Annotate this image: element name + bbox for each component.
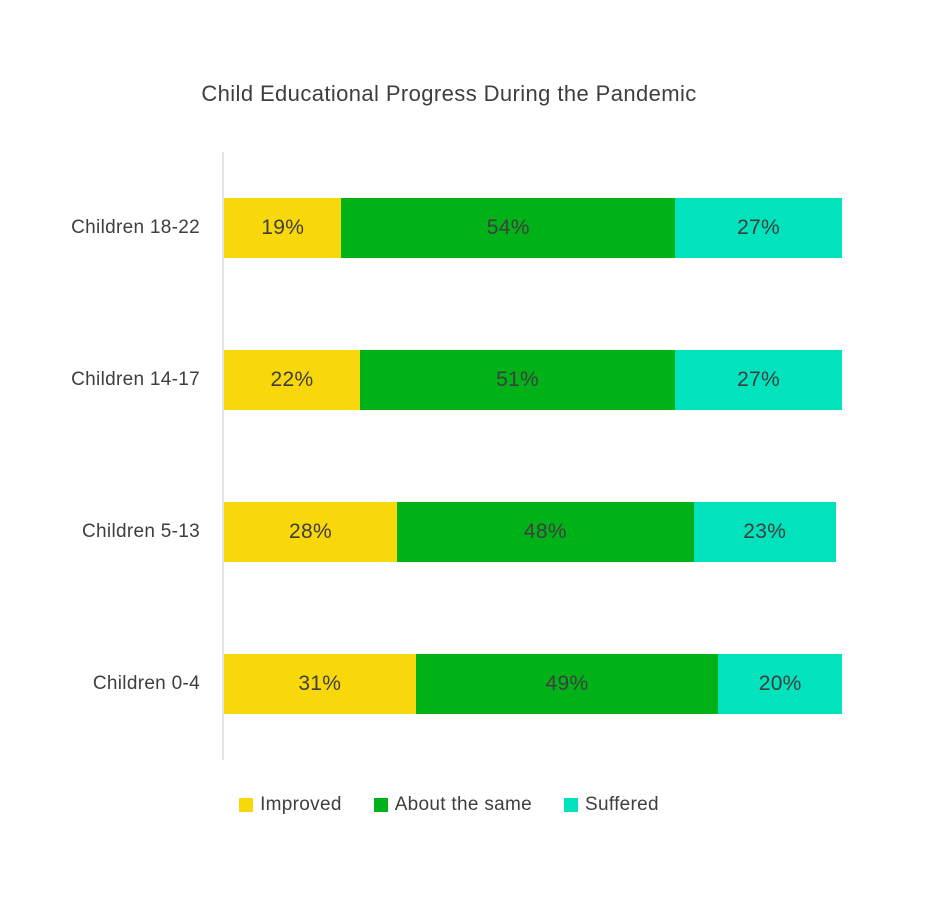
segment-value: 20% — [758, 672, 802, 695]
category-label: Children 5-13 — [82, 521, 200, 542]
bar-segment-improved: 22% — [224, 350, 360, 410]
category-label: Children 18-22 — [71, 217, 200, 238]
bar-row: Children 0-4 31% 49% 20% — [93, 608, 842, 760]
bar-segment-suffered: 20% — [718, 654, 842, 714]
bar-segment-about-the-same: 48% — [397, 502, 694, 562]
bar-row: Children 5-13 28% 48% 23% — [82, 456, 842, 608]
legend-item-suffered: Suffered — [564, 794, 659, 816]
legend-swatch-icon — [373, 798, 388, 812]
plot-area: Children 18-22 19% 54% 27% Children 14-17 22%… — [71, 152, 842, 760]
segment-value: 51% — [496, 368, 539, 391]
legend-label: Improved — [260, 794, 342, 815]
legend-label: Suffered — [585, 794, 659, 815]
segment-value: 49% — [545, 672, 589, 695]
stacked-bar: 31% 49% 20% — [224, 654, 842, 714]
segment-value: 23% — [743, 520, 787, 543]
segment-value: 31% — [298, 672, 342, 695]
bar-segment-about-the-same: 54% — [341, 198, 676, 258]
category-label: Children 0-4 — [92, 673, 200, 694]
stacked-bar: 19% 54% 27% — [224, 198, 842, 258]
legend-label: About the same — [394, 794, 532, 815]
bar-row: Children 14-17 22% 51% 27% — [71, 304, 842, 456]
segment-value: 27% — [737, 216, 781, 239]
chart-title: Child Educational Progress During the Pa… — [201, 81, 697, 106]
bar-segment-suffered: 27% — [675, 198, 842, 258]
bar-segment-suffered: 23% — [693, 502, 836, 562]
stacked-bar: 28% 48% 23% — [224, 502, 842, 562]
bar-segment-suffered: 27% — [675, 350, 842, 410]
legend-item-about-the-same: About the same — [373, 794, 532, 816]
legend-swatch-icon — [564, 798, 578, 812]
bar-segment-improved: 28% — [224, 502, 398, 562]
legend-swatch-icon — [239, 798, 254, 812]
segment-value: 54% — [486, 216, 530, 239]
bar-segment-about-the-same: 49% — [415, 654, 719, 714]
segment-value: 19% — [261, 216, 305, 239]
stacked-bar: 22% 51% 27% — [224, 350, 842, 410]
bar-segment-improved: 19% — [224, 198, 342, 258]
legend: Improved About the same Suffered — [57, 794, 841, 816]
legend-item-improved: Improved — [239, 794, 342, 816]
bar-segment-improved: 31% — [224, 654, 416, 714]
segment-value: 48% — [523, 520, 567, 543]
bar-row: Children 18-22 19% 54% 27% — [71, 152, 842, 304]
segment-value: 27% — [737, 368, 781, 391]
bar-segment-about-the-same: 51% — [359, 350, 676, 410]
segment-value: 22% — [270, 368, 314, 391]
segment-value: 28% — [289, 520, 332, 543]
category-label: Children 14-17 — [71, 369, 200, 390]
